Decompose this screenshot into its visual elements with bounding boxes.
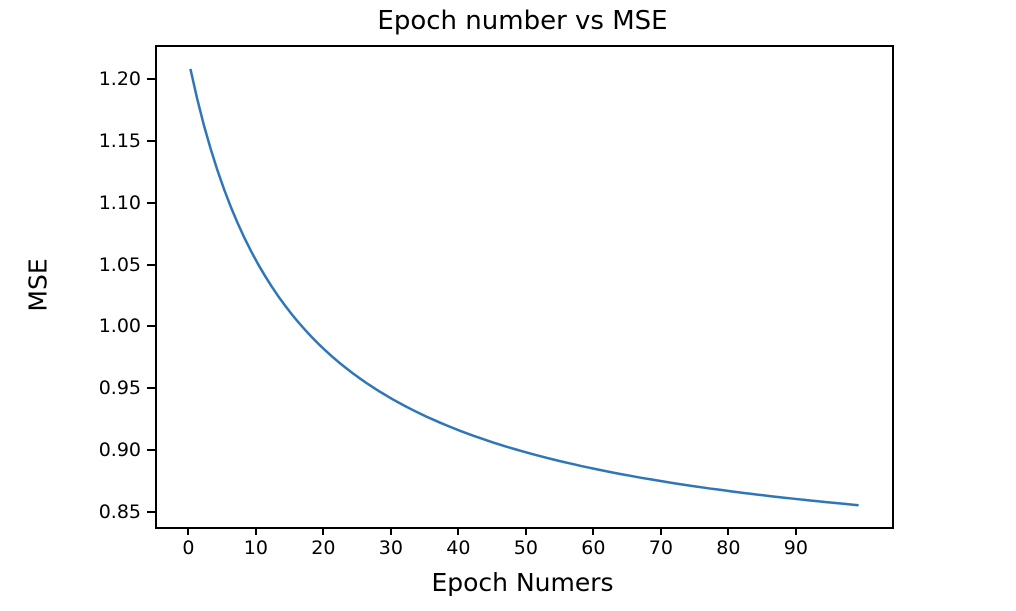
- x-tick-mark: [659, 527, 662, 535]
- x-tick-label: 50: [513, 537, 538, 559]
- x-tick-label: 90: [783, 537, 808, 559]
- x-tick-mark: [592, 527, 595, 535]
- y-tick-mark: [147, 449, 155, 452]
- x-tick-label: 70: [648, 537, 673, 559]
- chart-title: Epoch number vs MSE: [377, 6, 668, 36]
- y-tick-mark: [147, 201, 155, 204]
- y-tick-mark: [147, 140, 155, 143]
- x-tick-label: 80: [716, 537, 741, 559]
- x-tick-label: 40: [446, 537, 471, 559]
- x-tick-mark: [187, 527, 190, 535]
- y-axis-label: MSE: [23, 258, 53, 312]
- y-tick-label: 1.10: [98, 191, 141, 214]
- y-tick-label: 1.20: [98, 68, 141, 91]
- y-tick-label: 0.90: [98, 439, 141, 462]
- x-tick-mark: [322, 527, 325, 535]
- x-tick-label: 60: [581, 537, 606, 559]
- x-tick-mark: [794, 527, 797, 535]
- x-tick-mark: [524, 527, 527, 535]
- y-tick-label: 1.15: [98, 130, 141, 153]
- y-tick-mark: [147, 325, 155, 328]
- x-tick-label: 10: [243, 537, 268, 559]
- y-tick-mark: [147, 78, 155, 81]
- y-tick-mark: [147, 263, 155, 266]
- line-plot-canvas: [189, 68, 859, 507]
- x-axis-label: Epoch Numers: [431, 568, 614, 597]
- y-tick-label: 1.00: [98, 315, 141, 338]
- y-tick-label: 0.95: [98, 377, 141, 400]
- y-tick-mark: [147, 510, 155, 513]
- x-tick-mark: [254, 527, 257, 535]
- x-tick-label: 0: [182, 537, 195, 559]
- x-tick-mark: [457, 527, 460, 535]
- x-tick-mark: [727, 527, 730, 535]
- y-tick-label: 0.85: [98, 500, 141, 523]
- x-tick-label: 20: [311, 537, 336, 559]
- plot-area: [155, 45, 894, 529]
- y-tick-mark: [147, 387, 155, 390]
- mse-curve: [189, 68, 859, 507]
- x-tick-mark: [389, 527, 392, 535]
- y-tick-label: 1.05: [98, 253, 141, 276]
- x-tick-label: 30: [378, 537, 403, 559]
